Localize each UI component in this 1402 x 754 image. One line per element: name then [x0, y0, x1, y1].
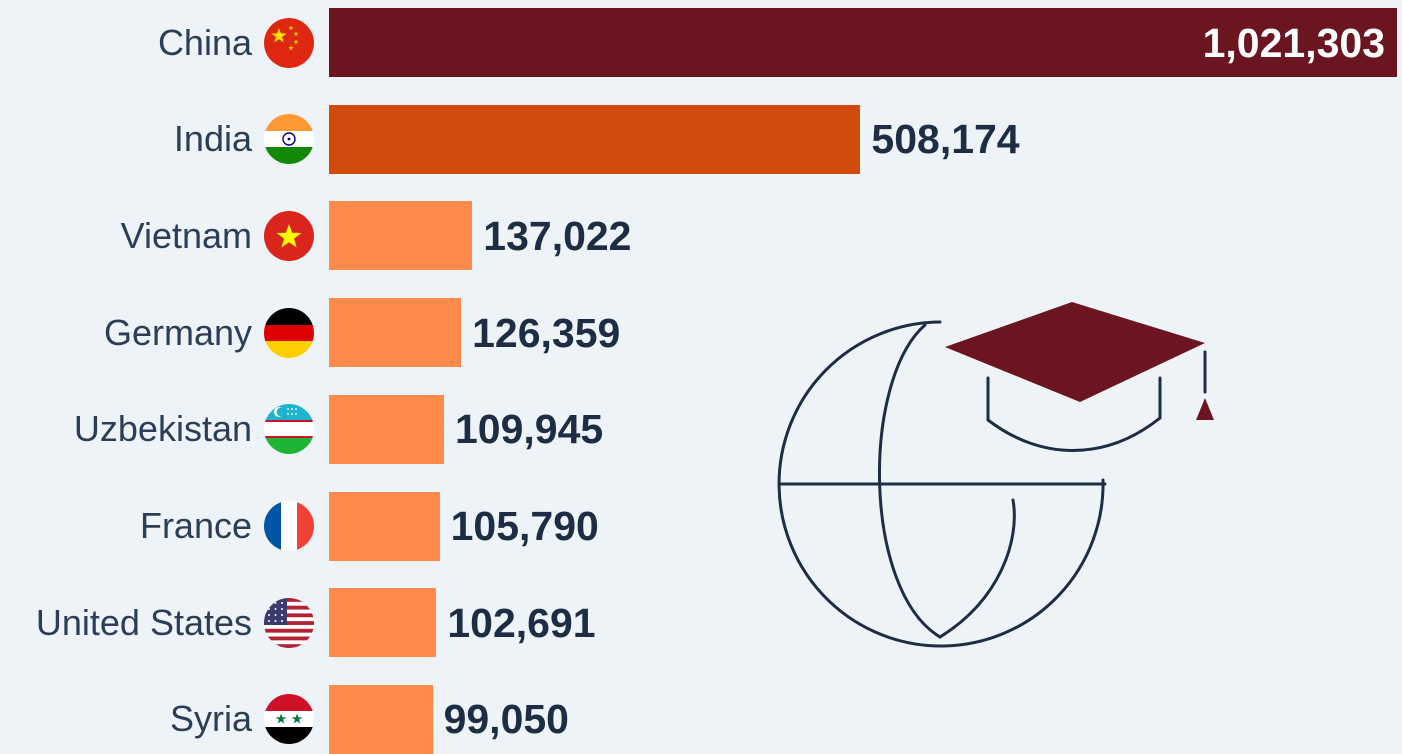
value-label-china: 1,021,303 — [1202, 19, 1385, 66]
globe-graduation-cap-icon — [777, 302, 1214, 648]
bar-syria — [329, 684, 433, 754]
value-label-uzbekistan: 109,945 — [454, 406, 604, 453]
bar-uzbekistan — [329, 394, 444, 464]
value-label-vietnam: 137,022 — [483, 212, 632, 259]
india-flag-icon — [264, 114, 314, 165]
germany-flag-icon — [264, 307, 314, 358]
bar-germany — [329, 298, 462, 368]
vietnam-flag-icon — [264, 210, 314, 261]
value-label-syria: 99,050 — [443, 696, 569, 743]
china-flag-icon — [264, 17, 314, 68]
value-label-france: 105,790 — [450, 503, 599, 549]
france-flag-icon — [264, 501, 314, 551]
category-label-china: China — [157, 21, 252, 63]
value-label-united-states: 102,691 — [447, 599, 596, 646]
bar-vietnam — [329, 201, 473, 271]
bar-united-states — [329, 588, 437, 658]
category-label-united-states: United States — [35, 601, 252, 643]
united-states-flag-icon — [264, 597, 314, 648]
category-label-uzbekistan: Uzbekistan — [73, 408, 252, 450]
bar-france — [329, 491, 440, 561]
bar-india — [329, 104, 861, 174]
category-label-germany: Germany — [103, 311, 252, 353]
category-label-india: India — [173, 118, 252, 160]
value-label-germany: 126,359 — [472, 309, 621, 356]
bar-china — [329, 8, 1397, 77]
syria-flag-icon — [264, 694, 314, 745]
value-label-india: 508,174 — [871, 116, 1020, 163]
category-label-syria: Syria — [169, 698, 252, 740]
uzbekistan-flag-icon — [264, 404, 314, 455]
category-label-france: France — [139, 505, 252, 546]
category-label-vietnam: Vietnam — [120, 214, 252, 256]
